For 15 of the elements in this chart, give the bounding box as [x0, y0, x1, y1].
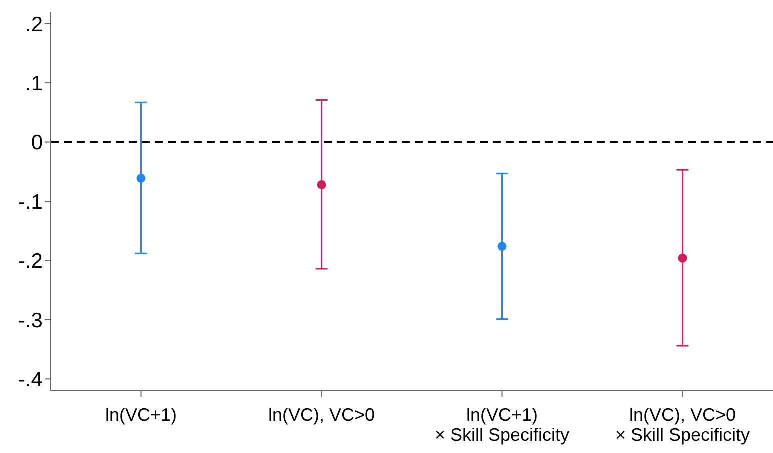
x-tick-label: ln(VC), VC>0 × Skill Specificity	[615, 405, 750, 445]
y-tick-label: -.2	[18, 250, 43, 274]
y-tick-label: -.3	[18, 309, 43, 332]
y-tick-label: .1	[25, 72, 43, 96]
point	[498, 242, 507, 252]
y-tick-label: 0	[31, 132, 43, 155]
y-tick-label: -.4	[18, 368, 44, 392]
point	[136, 174, 146, 183]
x-tick-label: ln(VC+1) × Skill Specificity	[434, 405, 570, 445]
y-tick-label: -.1	[18, 190, 43, 214]
y-tick-label: .2	[25, 13, 43, 36]
point	[678, 254, 688, 263]
x-tick-label: ln(VC), VC>0	[268, 405, 376, 426]
x-tick-label: ln(VC+1)	[105, 405, 178, 426]
point	[317, 180, 326, 190]
